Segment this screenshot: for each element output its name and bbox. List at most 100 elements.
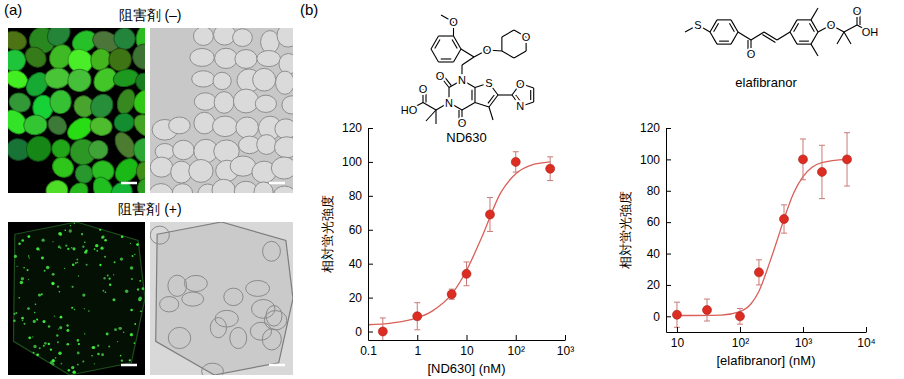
bond [514, 51, 526, 58]
data-point [485, 210, 494, 219]
cell [66, 67, 93, 94]
x-axis-title: [ND630] (nM) [427, 361, 505, 376]
fluorescent-spot [13, 313, 15, 315]
fluorescent-spot [67, 343, 70, 346]
scale-bar [121, 182, 137, 185]
fluorescent-spot [21, 277, 25, 281]
atom-label: OH [862, 26, 879, 38]
fluorescent-spot [57, 286, 59, 288]
fluorescent-spot [44, 270, 46, 272]
data-point [843, 155, 852, 164]
cell [282, 96, 293, 114]
cell [184, 275, 207, 291]
tick-mark [666, 191, 671, 192]
fluorescent-spot [33, 320, 36, 323]
fluorescent-spot [81, 233, 83, 235]
fluorescent-spot [64, 229, 66, 231]
figure: (a)(b)阻害剤 (–)阻害剤 (+)NNOOHOOSONOOOSOOOOH0… [0, 0, 904, 379]
fluorescent-spot [59, 291, 61, 293]
fluorescent-spot [134, 323, 136, 325]
bond [717, 19, 731, 20]
tick-label: 1 [414, 344, 421, 358]
cell [212, 179, 235, 193]
bond [714, 23, 719, 31]
fluorescent-spot [100, 247, 103, 250]
fluorescent-spot [131, 278, 133, 280]
cell [224, 288, 243, 305]
atom-label: O [853, 5, 862, 17]
fluorescent-spot [66, 324, 68, 326]
fluorescent-spot [103, 290, 105, 292]
atom-label: O [747, 48, 756, 60]
fluorescent-spot [48, 325, 51, 328]
tick: 10 [671, 327, 685, 350]
tick: 10³ [795, 327, 812, 350]
atom-label: O [483, 44, 492, 56]
bond [811, 44, 818, 56]
cell [266, 306, 282, 327]
fluorescent-spot [60, 234, 62, 236]
cell [66, 179, 92, 193]
cell [213, 72, 231, 89]
fluorescent-spot [74, 223, 75, 224]
fluorescent-spot [46, 266, 50, 270]
tick: 10³ [557, 335, 574, 358]
fluorescent-spot [95, 244, 98, 247]
fluorescent-spot [50, 349, 52, 351]
fluorescent-spot [16, 266, 17, 267]
fluorescent-spot [108, 278, 110, 280]
micrograph [150, 222, 293, 375]
fluorescent-spot [82, 294, 85, 297]
tick-mark [368, 298, 373, 299]
micrograph [150, 28, 293, 193]
fluorescent-spot [36, 354, 39, 357]
atom-label: O [449, 16, 458, 28]
tick-mark [666, 285, 671, 286]
y-axis-title: 相対蛍光強度 [618, 191, 633, 269]
fluorescent-spot [77, 262, 79, 264]
cell [89, 116, 114, 137]
tick-mark [467, 335, 468, 340]
fluorescent-spot [57, 341, 59, 343]
tick-mark [666, 254, 671, 255]
bond [462, 57, 474, 65]
fluorescent-spot [54, 315, 55, 316]
fluorescent-spot [134, 342, 136, 344]
fluorescent-spot [41, 239, 44, 242]
chemical-structure: SOOOOH [685, 5, 878, 60]
tick: 100 [342, 155, 373, 169]
fluorescent-spot [58, 246, 61, 249]
tick-mark [565, 335, 566, 340]
fluorescent-spot [39, 249, 41, 251]
bond [439, 35, 454, 36]
bond [530, 90, 531, 100]
data-point [754, 268, 763, 277]
cell [264, 311, 287, 330]
bond [441, 58, 452, 59]
fluorescent-spot [13, 319, 16, 322]
fluorescent-spot [94, 248, 96, 250]
bond [790, 20, 797, 32]
fluorescent-spot [52, 241, 53, 242]
fluorescent-spot [75, 262, 77, 264]
tick-label: 10 [671, 336, 685, 350]
fluorescent-spot [130, 309, 133, 312]
cell [189, 159, 213, 182]
cell-cluster [13, 222, 145, 375]
cell [274, 186, 293, 193]
cell [194, 112, 215, 134]
tick: 10⁴ [857, 327, 876, 350]
panel-label: (b) [300, 1, 318, 18]
tick-mark [803, 327, 804, 332]
cell [130, 110, 145, 141]
cell [23, 114, 48, 136]
fluorescent-spot [118, 327, 121, 330]
fluorescent-spot [81, 233, 83, 235]
cell [202, 363, 224, 375]
cell [230, 327, 247, 348]
fluorescent-spot [36, 319, 38, 321]
cell [214, 92, 234, 114]
fluorescent-spot [104, 239, 107, 242]
tick: 10² [508, 335, 525, 358]
fluorescent-spot [93, 346, 95, 348]
